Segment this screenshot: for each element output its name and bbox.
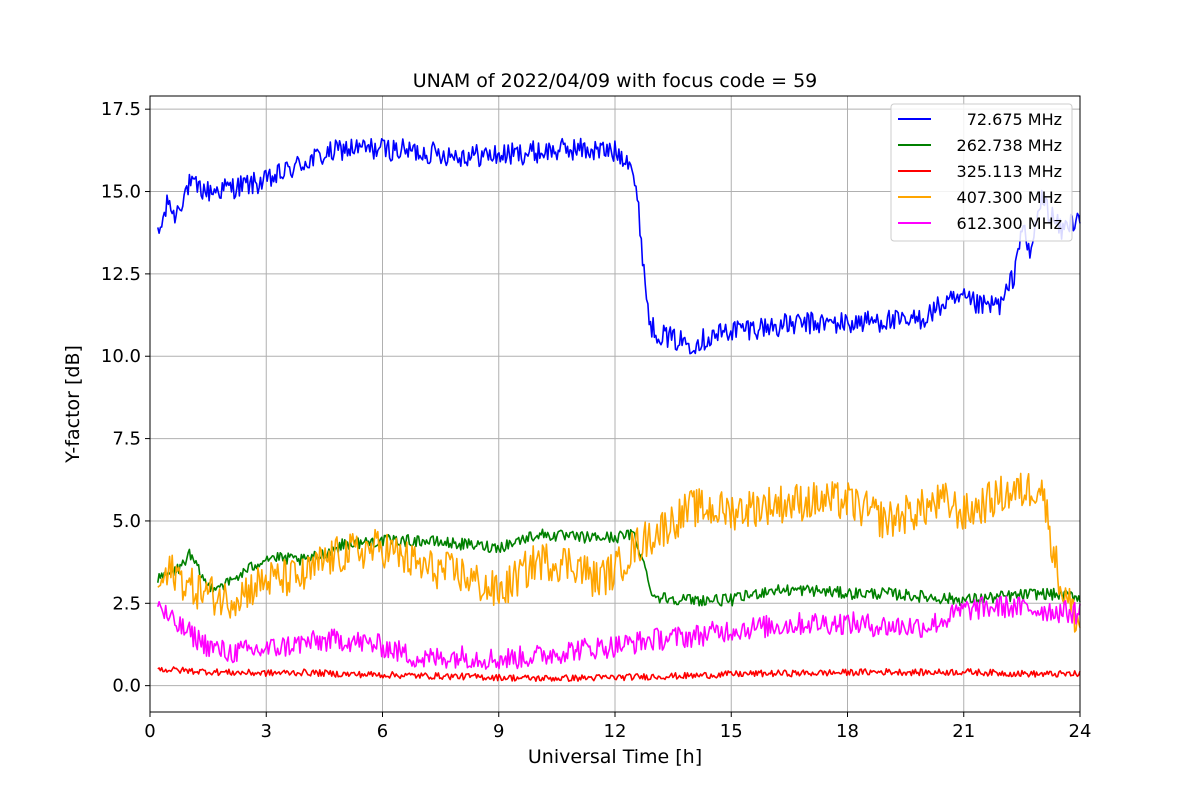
- series-line-3: [157, 472, 1081, 633]
- legend-label-3: 407.300 MHz: [957, 188, 1062, 207]
- legend: 72.675 MHz 262.738 MHz 325.113 MHz 407.300 …: [890, 103, 1073, 242]
- x-tick-label: 21: [952, 721, 975, 742]
- x-tick-label: 0: [144, 721, 155, 742]
- legend-label-2: 325.113 MHz: [957, 162, 1062, 181]
- tick-layer: 0 3 6 9 12 15 18 21 24 0.0 2.5 5.0 7.5 10.0 12.5 15.0 17…: [101, 99, 1092, 742]
- chart-title: UNAM of 2022/04/09 with focus code = 59: [413, 70, 818, 92]
- y-tick-label: 12.5: [101, 264, 141, 285]
- series-line-4: [157, 595, 1081, 670]
- x-tick-label: 6: [377, 721, 388, 742]
- y-tick-label: 17.5: [101, 99, 141, 120]
- legend-label-4: 612.300 MHz: [957, 214, 1062, 233]
- x-tick-label: 3: [261, 721, 272, 742]
- legend-box: [890, 103, 1073, 242]
- y-tick-label: 7.5: [112, 429, 141, 450]
- y-tick-label: 2.5: [112, 593, 141, 614]
- x-tick-label: 9: [493, 721, 504, 742]
- series-line-2: [157, 666, 1081, 683]
- y-tick-label: 0.0: [112, 676, 141, 697]
- legend-label-0: 72.675 MHz: [967, 110, 1062, 129]
- series-line-0: [157, 137, 1081, 355]
- series-layer: [157, 137, 1081, 683]
- x-tick-label: 12: [604, 721, 627, 742]
- x-tick-label: 15: [720, 721, 743, 742]
- x-tick-label: 18: [836, 721, 859, 742]
- x-axis-label: Universal Time [h]: [528, 746, 702, 768]
- x-tick-label: 24: [1069, 721, 1092, 742]
- y-tick-label: 10.0: [101, 346, 141, 367]
- y-tick-label: 5.0: [112, 511, 141, 532]
- legend-label-1: 262.738 MHz: [957, 136, 1062, 155]
- series-line-1: [157, 528, 1081, 607]
- y-tick-label: 15.0: [101, 182, 141, 203]
- y-axis-label: Y-factor [dB]: [62, 345, 84, 464]
